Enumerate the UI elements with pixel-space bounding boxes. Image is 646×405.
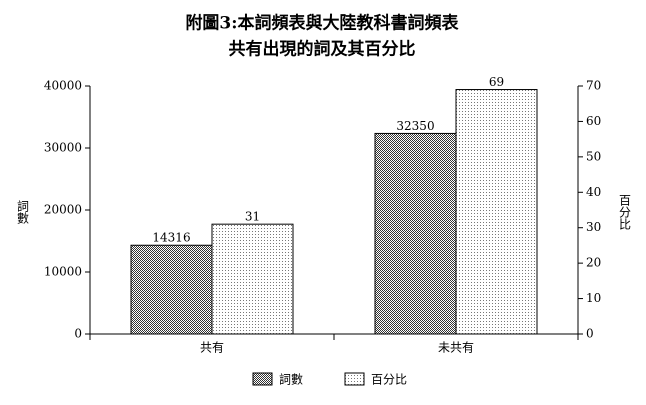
y-tick-label: 0 xyxy=(74,327,82,341)
value-label: 32350 xyxy=(396,119,434,133)
y2-tick-label: 60 xyxy=(586,114,601,128)
bar xyxy=(455,89,538,335)
y2-tick-label: 10 xyxy=(586,291,601,305)
legend-swatch xyxy=(344,372,365,386)
y-tick-label: 40000 xyxy=(44,79,82,93)
legend-swatch xyxy=(252,372,273,386)
bar xyxy=(211,223,294,335)
value-label: 69 xyxy=(489,75,504,89)
x-tick-label: 未共有 xyxy=(438,341,474,355)
y2-tick-label: 30 xyxy=(586,220,601,234)
y2-tick-label: 0 xyxy=(586,327,594,341)
y2-tick-label: 40 xyxy=(586,185,601,199)
legend-label: 詞數 xyxy=(279,373,303,387)
y-tick-label: 10000 xyxy=(44,265,82,279)
y-tick-label: 20000 xyxy=(44,203,82,217)
y2-tick-label: 20 xyxy=(586,256,601,270)
value-label: 31 xyxy=(245,210,260,224)
bar xyxy=(374,132,457,335)
legend-label: 百分比 xyxy=(371,373,407,387)
y2-tick-label: 50 xyxy=(586,149,601,163)
y2-axis-label: 百分比 xyxy=(618,194,632,231)
y-axis-label: 詞數 xyxy=(16,200,30,225)
bar xyxy=(130,244,213,335)
chart-subtitle: 共有出現的詞及其百分比 xyxy=(229,39,416,60)
chart-title: 附圖3:本詞頻表與大陸教科書詞頻表 xyxy=(185,13,459,34)
x-tick-label: 共有 xyxy=(200,341,224,355)
y2-tick-label: 70 xyxy=(586,79,601,93)
y-tick-label: 30000 xyxy=(44,141,82,155)
value-label: 14316 xyxy=(152,231,190,245)
